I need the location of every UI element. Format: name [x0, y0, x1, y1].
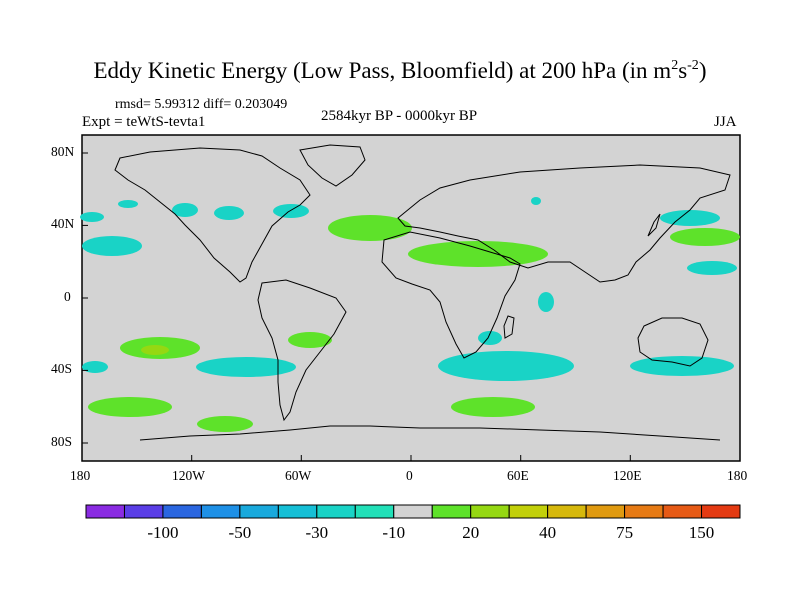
coastline-australia: [637, 317, 709, 367]
lat-label-40n: 40N: [51, 216, 75, 231]
colorbar-label: -10: [382, 523, 405, 542]
lat-label-80s: 80S: [51, 434, 73, 449]
lon-label-180w: 180: [70, 468, 91, 483]
anomaly-patch-positive: [670, 228, 740, 246]
anomaly-patch-negative: [630, 356, 734, 376]
anomaly-patch-positive: [328, 215, 412, 241]
anomaly-patch-negative: [80, 212, 104, 222]
units-exponent-2: -2: [687, 58, 699, 73]
lon-label-60e: 60E: [507, 468, 529, 483]
anomaly-patch-positive: [197, 416, 253, 432]
anomaly-patch-negative: [687, 261, 737, 275]
period-label: 2584kyr BP - 0000kyr BP: [321, 108, 478, 124]
colorbar-label: 150: [689, 523, 715, 542]
anomaly-patch-positive: [88, 397, 172, 417]
colorbar-label: -100: [147, 523, 178, 542]
coastline-greenland: [299, 144, 366, 187]
lon-label-120e: 120E: [613, 468, 642, 483]
units-exponent-1: 2: [671, 58, 679, 73]
colorbar-swatch: [547, 504, 587, 519]
coastline-north-america: [114, 147, 311, 283]
colorbar-label: -50: [229, 523, 252, 542]
colorbar-swatch: [624, 504, 664, 519]
season-label: JJA: [714, 114, 737, 130]
lon-label-60w: 60W: [285, 468, 312, 483]
coastline-japan: [647, 213, 661, 237]
anomaly-patch-negative: [660, 210, 720, 226]
coastline-south-america: [257, 279, 347, 422]
colorbar-swatch: [85, 504, 125, 519]
colorbar-swatch: [393, 504, 433, 519]
anomaly-patch-negative: [82, 236, 142, 256]
coastline-antarctica: [139, 425, 721, 441]
anomaly-patch-positive: [451, 397, 535, 417]
anomaly-patch-negative: [214, 206, 244, 220]
map-background: [81, 134, 741, 462]
coastline-madagascar: [503, 315, 515, 339]
colorbar-swatch: [470, 504, 510, 519]
colorbar-swatch: [123, 504, 164, 519]
colorbar-swatch: [162, 504, 202, 519]
colorbar-swatch: [701, 504, 741, 519]
colorbar-swatch: [508, 504, 549, 519]
colorbar-swatch: [277, 504, 318, 519]
colorbar: -100 -50 -30 -10 20 40 75 150: [85, 504, 741, 542]
colorbar-swatch: [239, 504, 279, 519]
units-s: s: [678, 58, 688, 83]
anomaly-patch-positive: [408, 241, 548, 267]
lon-label-120w: 120W: [172, 468, 205, 483]
lon-label-180e: 180: [727, 468, 748, 483]
colorbar-label: 75: [616, 523, 633, 542]
lat-label-0: 0: [64, 289, 71, 304]
colorbar-swatch: [585, 504, 626, 519]
anomaly-patch-negative: [531, 197, 541, 205]
title-text: Eddy Kinetic Energy (Low Pass, Bloomfiel…: [93, 58, 672, 83]
coastlines: [114, 144, 731, 441]
colorbar-swatch: [662, 504, 703, 519]
anomaly-patch-negative: [196, 357, 296, 377]
coastline-africa: [381, 231, 521, 359]
colorbar-swatch: [354, 504, 395, 519]
anomaly-patch-negative: [538, 292, 554, 312]
colorbar-swatch: [316, 504, 356, 519]
colorbar-label: -30: [305, 523, 328, 542]
lon-label-0: 0: [406, 468, 413, 483]
experiment-label: Expt = teWtS-tevta1: [82, 114, 206, 130]
stats-text: rmsd= 5.99312 diff= 0.203049: [115, 97, 288, 112]
coastline-eurasia: [397, 164, 731, 283]
lat-label-80n: 80N: [51, 144, 75, 159]
anomaly-patch-negative: [438, 351, 574, 381]
anomaly-patch-negative: [172, 203, 198, 217]
map-ticks: [81, 152, 741, 461]
title-close: ): [698, 58, 707, 83]
anomaly-patch-negative: [273, 204, 309, 218]
anomaly-patch-negative: [478, 331, 502, 345]
colorbar-label: 40: [539, 523, 556, 542]
colorbar-label: 20: [462, 523, 479, 542]
anomaly-patch-negative: [82, 361, 108, 373]
anomaly-patch-negative: [118, 200, 138, 208]
anomaly-fill-layer: [80, 197, 740, 432]
anomaly-patch-positive: [288, 332, 332, 348]
chart-title: Eddy Kinetic Energy (Low Pass, Bloomfiel…: [0, 58, 800, 84]
colorbar-swatch: [200, 504, 241, 519]
anomaly-patch-positive: [141, 345, 169, 355]
lat-label-40s: 40S: [51, 361, 73, 376]
colorbar-swatch: [431, 504, 472, 519]
